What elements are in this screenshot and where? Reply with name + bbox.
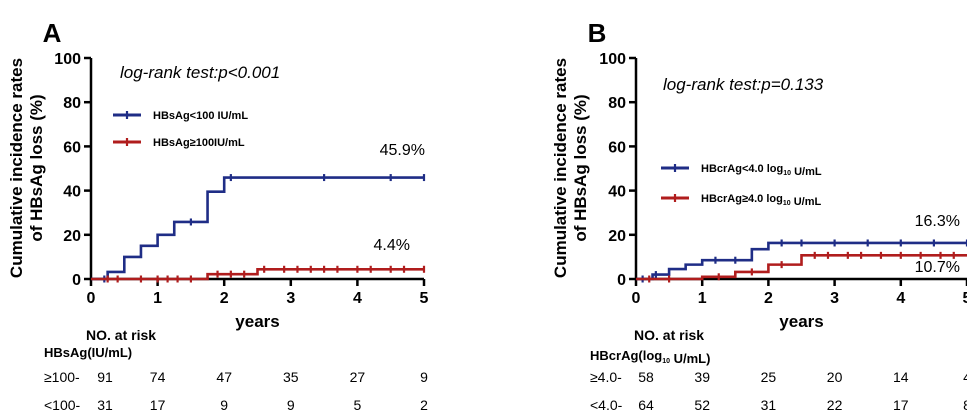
x-tick-label: 2 bbox=[764, 290, 773, 307]
risk-count: 25 bbox=[761, 369, 777, 385]
log-rank-annotation: log-rank test:p=0.133 bbox=[663, 75, 824, 94]
y-tick-label: 60 bbox=[608, 139, 626, 156]
legend-label: HBcrAg≥4.0 log10 U/mL bbox=[701, 193, 821, 208]
km-series: 4.4% bbox=[91, 237, 426, 283]
risk-table-header: HBcrAg(log10 U/mL) bbox=[590, 348, 710, 366]
x-tick-label: 1 bbox=[153, 290, 162, 307]
km-panel-b: B Cumulative incidence rates of HBsAg loss… bbox=[551, 18, 967, 413]
y-tick-label: 40 bbox=[608, 184, 626, 201]
risk-row-label: ≥100- bbox=[44, 369, 80, 385]
y-tick-label: 60 bbox=[63, 139, 81, 156]
risk-count: 8 bbox=[963, 397, 967, 413]
y-tick-label: 0 bbox=[617, 272, 626, 289]
y-tick-label: 80 bbox=[608, 95, 626, 112]
km-panel-a: A Cumulative incidence rates of HBsAg loss… bbox=[7, 18, 429, 413]
y-axis-title: Cumulative incidence rates bbox=[7, 58, 26, 278]
risk-count: 17 bbox=[150, 397, 166, 413]
risk-count: 2 bbox=[420, 397, 428, 413]
log-rank-annotation: log-rank test:p<0.001 bbox=[120, 63, 280, 82]
x-tick-label: 1 bbox=[698, 290, 707, 307]
risk-count: 4 bbox=[963, 369, 967, 385]
risk-count: 74 bbox=[150, 369, 166, 385]
y-tick-label: 0 bbox=[72, 272, 81, 289]
x-tick-label: 3 bbox=[286, 290, 295, 307]
x-tick-label: 3 bbox=[830, 290, 839, 307]
km-series: 16.3% bbox=[636, 213, 967, 283]
y-tick-label: 40 bbox=[63, 184, 81, 201]
y-tick-label: 100 bbox=[599, 51, 626, 68]
x-tick-label: 2 bbox=[220, 290, 229, 307]
risk-count: 39 bbox=[694, 369, 710, 385]
x-tick-label: 0 bbox=[87, 290, 96, 307]
risk-row-label: ≥4.0- bbox=[590, 369, 622, 385]
y-tick-label: 20 bbox=[63, 228, 81, 245]
risk-count: 47 bbox=[216, 369, 232, 385]
y-axis-title: of HBsAg loss (%) bbox=[27, 94, 46, 241]
x-axis-title: years bbox=[779, 312, 823, 331]
risk-table-header: HBsAg(IU/mL) bbox=[44, 345, 132, 360]
survival-end-label: 16.3% bbox=[915, 213, 960, 230]
x-tick-label: 5 bbox=[963, 290, 967, 307]
risk-count: 9 bbox=[420, 369, 428, 385]
x-tick-label: 5 bbox=[420, 290, 429, 307]
risk-count: 17 bbox=[893, 397, 909, 413]
risk-count: 35 bbox=[283, 369, 299, 385]
risk-count: 31 bbox=[97, 397, 113, 413]
risk-count: 31 bbox=[761, 397, 777, 413]
risk-count: 5 bbox=[354, 397, 362, 413]
legend-label: HBcrAg<4.0 log10 U/mL bbox=[701, 163, 822, 178]
km-step-line bbox=[91, 267, 424, 281]
x-tick-label: 0 bbox=[632, 290, 641, 307]
x-tick-label: 4 bbox=[353, 290, 362, 307]
risk-count: 64 bbox=[638, 397, 654, 413]
panel-label: A bbox=[43, 18, 62, 48]
x-axis-title: years bbox=[235, 312, 279, 331]
risk-count: 20 bbox=[827, 369, 843, 385]
survival-end-label: 10.7% bbox=[915, 259, 960, 276]
risk-count: 9 bbox=[287, 397, 295, 413]
risk-count: 52 bbox=[694, 397, 710, 413]
risk-row-label: <100- bbox=[44, 397, 81, 413]
survival-end-label: 45.9% bbox=[380, 142, 425, 159]
risk-count: 58 bbox=[638, 369, 654, 385]
legend-label: HBsAg≥100IU/mL bbox=[153, 137, 245, 149]
y-axis-title: of HBsAg loss (%) bbox=[571, 94, 590, 241]
risk-count: 27 bbox=[350, 369, 366, 385]
risk-count: 14 bbox=[893, 369, 909, 385]
km-series: 45.9% bbox=[91, 142, 426, 283]
risk-count: 22 bbox=[827, 397, 843, 413]
x-tick-label: 4 bbox=[896, 290, 905, 307]
risk-count: 91 bbox=[97, 369, 113, 385]
y-axis-title: Cumulative incidence rates bbox=[551, 58, 570, 278]
legend-label: HBsAg<100 IU/mL bbox=[153, 110, 248, 122]
y-tick-label: 100 bbox=[54, 51, 81, 68]
risk-table-title: NO. at risk bbox=[634, 327, 704, 343]
y-tick-label: 80 bbox=[63, 95, 81, 112]
survival-end-label: 4.4% bbox=[374, 237, 410, 254]
panel-label: B bbox=[588, 18, 607, 48]
km-series: 10.7% bbox=[636, 251, 967, 283]
km-step-line bbox=[91, 176, 424, 281]
risk-count: 9 bbox=[220, 397, 228, 413]
y-tick-label: 20 bbox=[608, 228, 626, 245]
risk-row-label: <4.0- bbox=[590, 397, 623, 413]
risk-table-title: NO. at risk bbox=[86, 327, 156, 343]
